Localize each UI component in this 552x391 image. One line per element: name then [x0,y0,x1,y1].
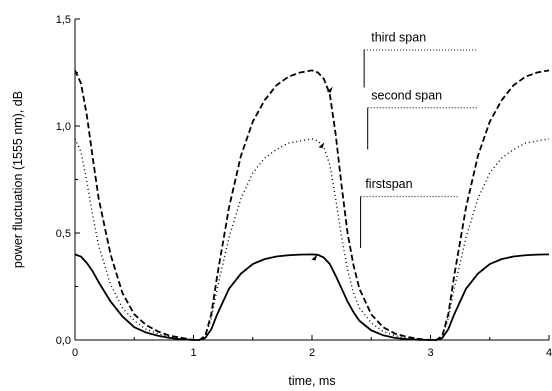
x-ticks: 0 1 2 3 4 [72,335,552,359]
annotation-third-span: third span [371,30,426,44]
markers [311,86,333,261]
x-tick-label: 4 [546,347,552,359]
x-tick-label: 1 [190,347,196,359]
annotation-first-span: firstspan [365,177,412,191]
y-tick-label: 1,0 [56,121,71,133]
x-axis-label: time, ms [288,374,335,388]
y-axis-label: power fluctuation (1555 nm), dB [11,91,25,268]
x-tick-label: 0 [72,347,78,359]
y-tick-label: 1,5 [56,14,71,26]
y-tick-label: 0,0 [56,335,71,347]
x-tick-label: 2 [309,347,315,359]
annotation-second-span: second span [371,88,442,102]
y-ticks: 0,0 0,5 1,0 1,5 [56,14,80,347]
peak-arrow-marker [311,254,318,261]
annotations: third span second span firstspan [360,30,477,248]
series-line-first-span [74,253,550,341]
series-group [74,69,550,341]
x-tick-label: 3 [427,347,433,359]
series-line-second-span [74,138,550,341]
y-tick-label: 0,5 [56,228,71,240]
peak-arrow-marker [326,86,333,93]
series-line-third-span [74,69,550,341]
peak-arrow-marker [318,142,325,149]
